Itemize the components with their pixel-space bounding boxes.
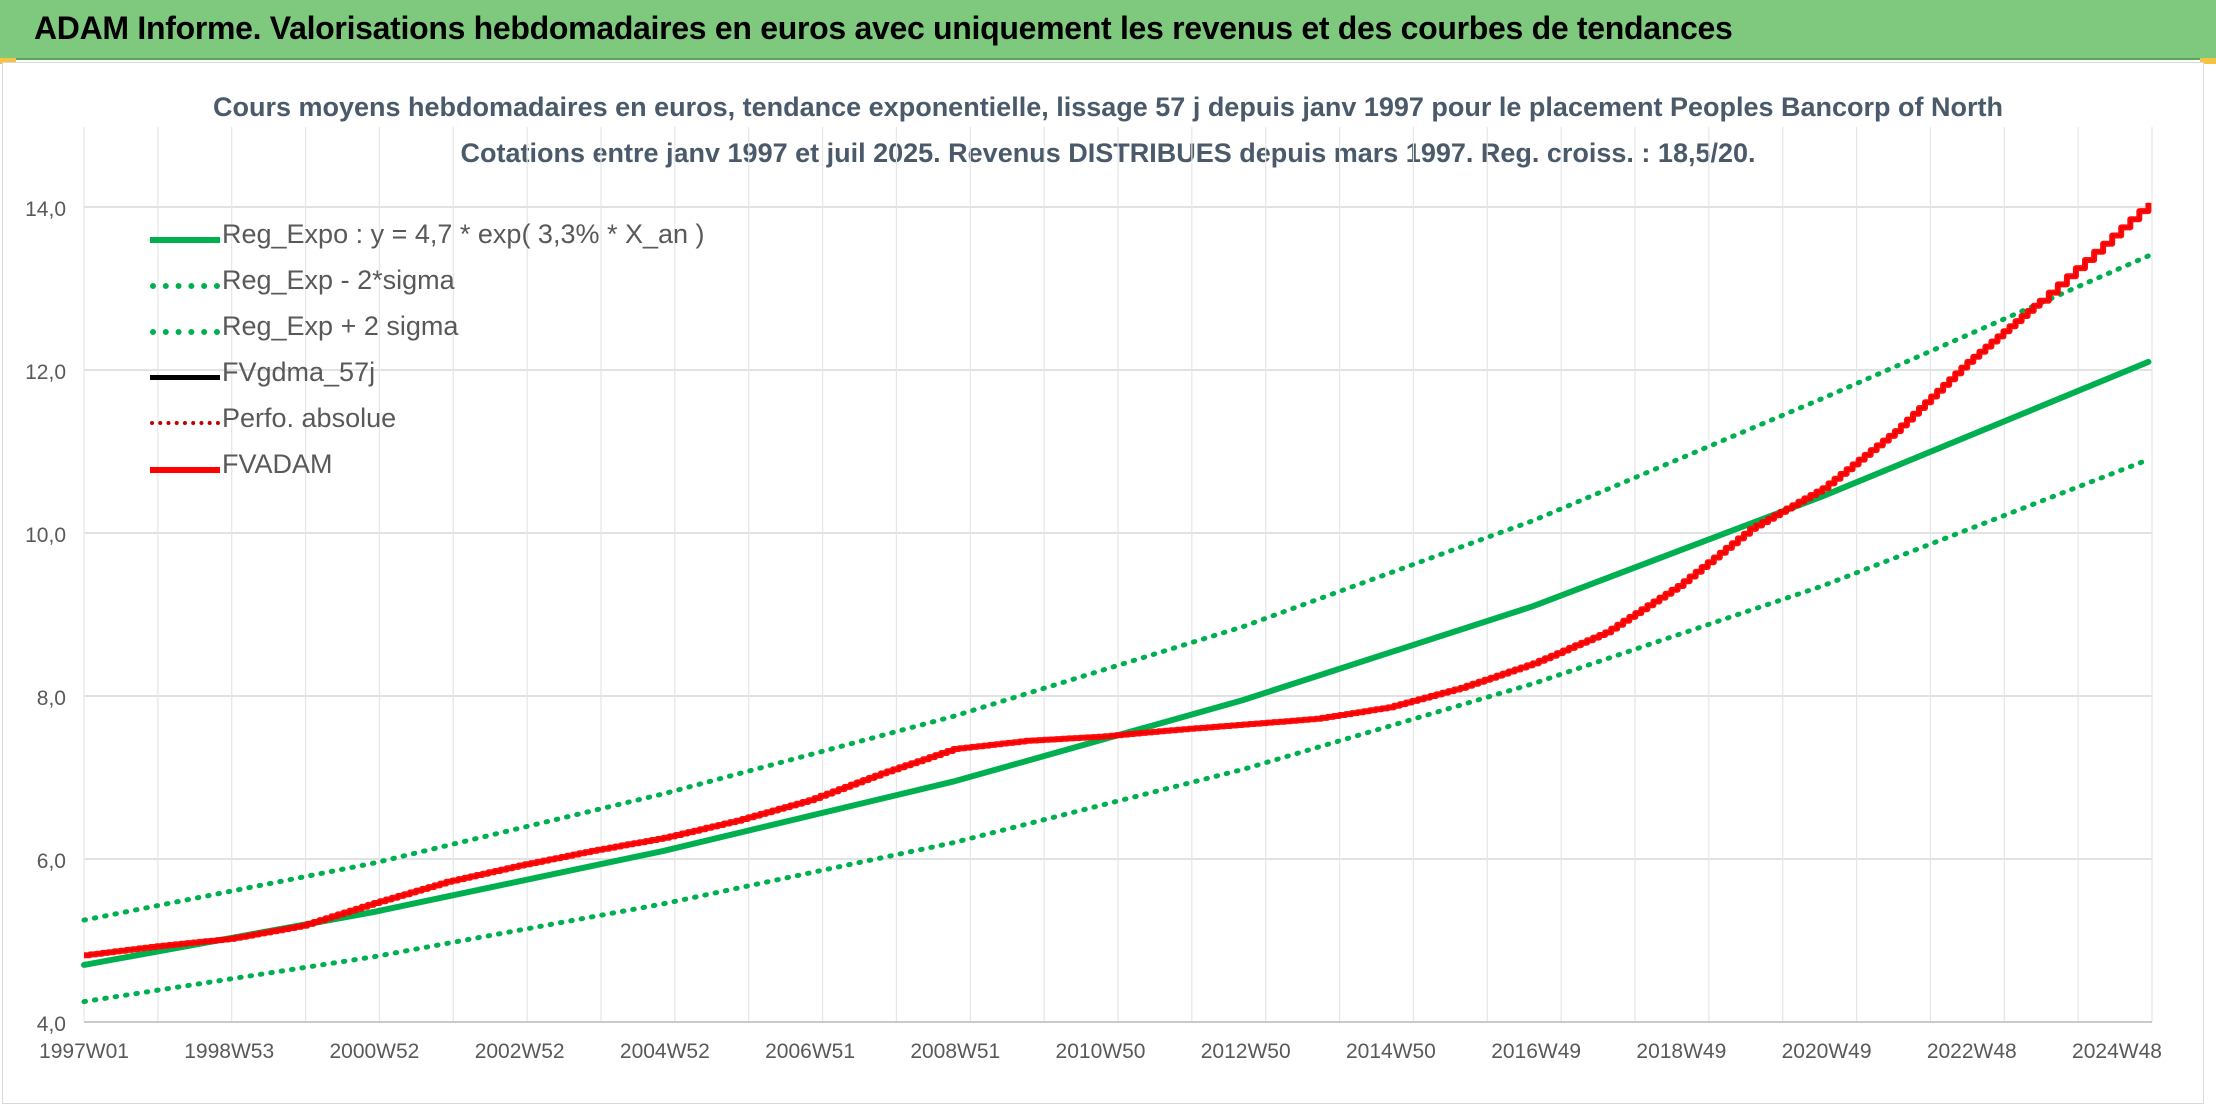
chart-title-line1: Cours moyens hebdomadaires en euros, ten… (212, 92, 2004, 122)
x-tick-label: 1998W53 (184, 1040, 274, 1063)
y-tick-label: 12,0 (25, 361, 66, 384)
y-tick-labels: 4,0 6,0 8,0 10,0 12,0 14,0 (25, 198, 66, 1036)
legend-swatch (150, 283, 220, 289)
x-tick-label: 2016W49 (1491, 1040, 1581, 1063)
legend-swatch (150, 375, 220, 380)
x-tick-label: 2010W50 (1056, 1040, 1146, 1063)
x-tick-labels: 1997W01 1998W53 2000W52 2002W52 2004W52 2006W… (39, 1040, 2162, 1063)
x-tick-label: 2008W51 (910, 1040, 1000, 1063)
chart-frame (2, 62, 2204, 1104)
x-tick-label: 2024W48 (2072, 1040, 2162, 1063)
title-banner: ADAM Informe. Valorisations hebdomadaire… (0, 0, 2216, 60)
x-tick-label: 2014W50 (1346, 1040, 1436, 1063)
y-tick-label: 4,0 (37, 1013, 66, 1036)
x-tick-label: 2018W49 (1636, 1040, 1726, 1063)
x-tick-label: 2002W52 (475, 1040, 565, 1063)
legend-label: Perfo. absolue (222, 403, 397, 433)
legend-label: FVgdma_57j (222, 357, 376, 387)
x-tick-label: 1997W01 (39, 1040, 129, 1063)
legend-swatch (150, 329, 220, 335)
banner-title: ADAM Informe. Valorisations hebdomadaire… (34, 10, 1733, 46)
grid-lines (83, 127, 2153, 1023)
series-lines (81, 202, 2152, 1005)
x-tick-label: 2020W49 (1782, 1040, 1872, 1063)
series-line-1 (81, 457, 2151, 1005)
series-line-2 (81, 253, 2151, 923)
legend-label: FVADAM (222, 449, 333, 479)
legend-label: Reg_Exp + 2 sigma (222, 311, 459, 341)
y-tick-label: 10,0 (25, 524, 66, 547)
legend-swatch (150, 467, 220, 473)
x-tick-label: 2012W50 (1201, 1040, 1291, 1063)
x-tick-label: 2000W52 (329, 1040, 419, 1063)
corner-mark-right (2200, 58, 2216, 64)
series-line-5 (84, 202, 2152, 959)
x-tick-label: 2022W48 (1927, 1040, 2017, 1063)
chart-title-line2: Cotations entre janv 1997 et juil 2025. … (460, 138, 1756, 168)
x-tick-label: 2004W52 (620, 1040, 710, 1063)
corner-mark-left (0, 58, 16, 64)
legend-label: Reg_Expo : y = 4,7 * exp( 3,3% * X_an ) (222, 219, 705, 249)
legend-swatch (150, 237, 220, 243)
y-tick-label: 8,0 (37, 687, 66, 710)
legend-label: Reg_Exp - 2*sigma (222, 265, 455, 295)
x-tick-label: 2006W51 (765, 1040, 855, 1063)
series-line-0 (81, 358, 2152, 968)
legend-swatch (150, 421, 220, 425)
y-tick-label: 14,0 (25, 198, 66, 221)
y-tick-label: 6,0 (37, 850, 66, 873)
